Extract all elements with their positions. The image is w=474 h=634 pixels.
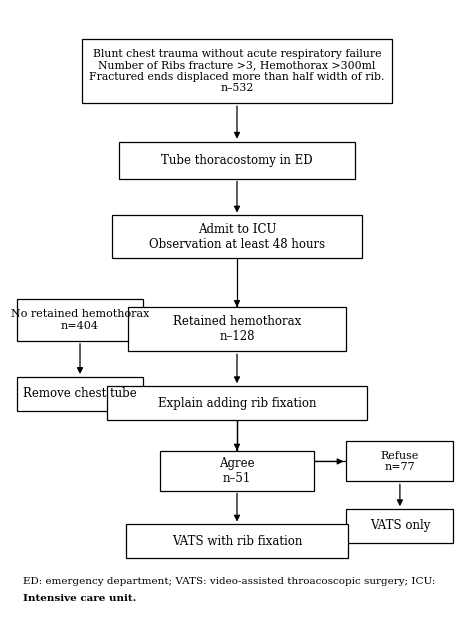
FancyBboxPatch shape — [112, 216, 362, 259]
Text: VATS with rib fixation: VATS with rib fixation — [172, 535, 302, 548]
FancyBboxPatch shape — [18, 377, 143, 411]
FancyBboxPatch shape — [126, 524, 348, 559]
FancyBboxPatch shape — [18, 299, 143, 341]
FancyBboxPatch shape — [346, 509, 453, 543]
FancyBboxPatch shape — [107, 386, 367, 420]
Text: No retained hemothorax
n=404: No retained hemothorax n=404 — [11, 309, 149, 331]
Text: Refuse
n=77: Refuse n=77 — [381, 451, 419, 472]
Text: Blunt chest trauma without acute respiratory failure
Number of Ribs fracture >3,: Blunt chest trauma without acute respira… — [89, 49, 385, 93]
Text: Tube thoracostomy in ED: Tube thoracostomy in ED — [161, 153, 313, 167]
Text: Remove chest tube: Remove chest tube — [23, 387, 137, 400]
FancyBboxPatch shape — [82, 39, 392, 103]
FancyBboxPatch shape — [346, 441, 453, 481]
Text: Agree
n–51: Agree n–51 — [219, 456, 255, 484]
Text: Intensive care unit.: Intensive care unit. — [23, 594, 137, 603]
Text: VATS only: VATS only — [370, 519, 430, 533]
Text: Admit to ICU
Observation at least 48 hours: Admit to ICU Observation at least 48 hou… — [149, 223, 325, 251]
Text: Explain adding rib fixation: Explain adding rib fixation — [158, 396, 316, 410]
FancyBboxPatch shape — [128, 307, 346, 351]
Text: Retained hemothorax
n–128: Retained hemothorax n–128 — [173, 315, 301, 343]
Text: ED: emergency department; VATS: video-assisted throacoscopic surgery; ICU:: ED: emergency department; VATS: video-as… — [23, 577, 436, 586]
FancyBboxPatch shape — [118, 141, 356, 179]
FancyBboxPatch shape — [160, 451, 314, 491]
